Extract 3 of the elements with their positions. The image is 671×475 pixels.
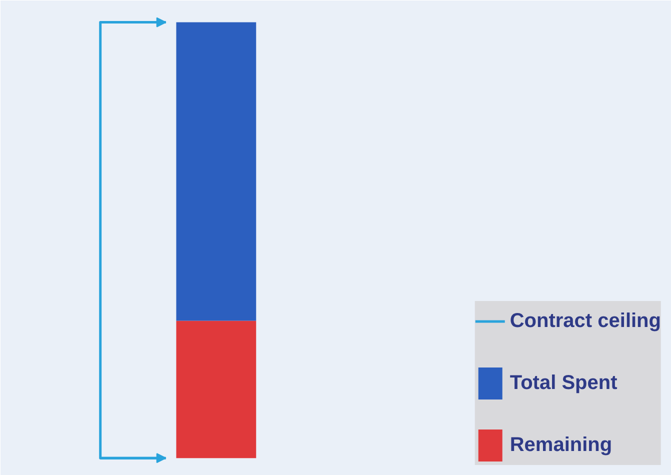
legend-label: Remaining bbox=[510, 434, 612, 456]
legend-label: Total Spent bbox=[510, 372, 618, 394]
band-label: Contract ceiling bbox=[510, 310, 661, 332]
